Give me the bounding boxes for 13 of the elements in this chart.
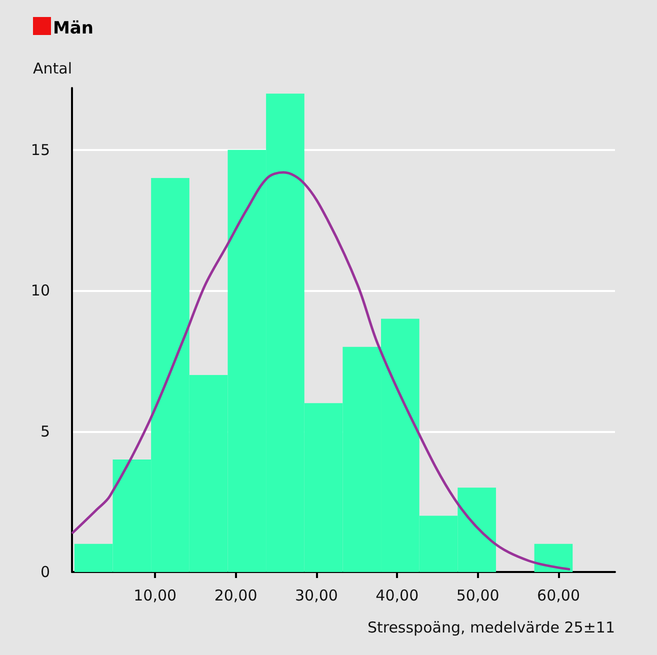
y-axis-title: Antal bbox=[32, 60, 72, 78]
x-tick-label: 50,00 bbox=[456, 586, 500, 604]
chart-title: Män bbox=[53, 18, 94, 38]
x-tick-label: 40,00 bbox=[376, 586, 419, 604]
x-tick-label: 30,00 bbox=[294, 586, 338, 604]
x-tick-label: 60,00 bbox=[537, 586, 580, 604]
x-tick-label: 20,00 bbox=[214, 586, 258, 604]
x-axis-title: Stresspoäng, medelvärde 25±11 bbox=[367, 618, 615, 636]
x-tick-label: 10,00 bbox=[134, 586, 177, 604]
y-tick-label: 0 bbox=[40, 563, 50, 581]
y-tick-label: 15 bbox=[30, 140, 50, 159]
y-tick-label: 5 bbox=[40, 422, 50, 440]
y-tick-label: 10 bbox=[30, 282, 50, 300]
